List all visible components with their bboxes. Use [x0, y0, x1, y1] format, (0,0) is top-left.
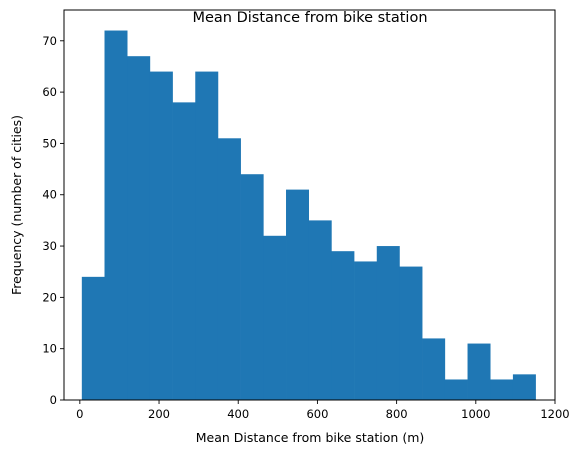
y-axis-ticks: 0 10 20 30 40 50 60 70 [42, 34, 64, 407]
y-tick-label: 40 [42, 188, 57, 202]
y-tick-label: 70 [42, 34, 57, 48]
histogram-bar [217, 138, 241, 400]
x-axis-ticks: 0 200 400 600 800 1000 1200 [76, 400, 570, 421]
histogram-bar [308, 220, 332, 400]
histogram-bar [399, 266, 423, 400]
x-tick-label: 0 [76, 407, 83, 421]
y-tick-label: 50 [42, 136, 57, 150]
histogram-bar [195, 71, 219, 400]
y-tick-label: 60 [42, 85, 57, 99]
chart-title: Mean Distance from bike station [192, 10, 427, 26]
y-tick-label: 0 [50, 393, 57, 407]
histogram-bar [422, 338, 446, 400]
y-axis-label: Frequency (number of cities) [9, 115, 24, 295]
histogram-bar [286, 189, 310, 400]
x-tick-label: 200 [148, 407, 170, 421]
y-tick-label: 10 [42, 342, 57, 356]
x-tick-label: 400 [227, 407, 249, 421]
histogram-bar [512, 374, 536, 400]
x-tick-label: 1000 [461, 407, 490, 421]
histogram-bar [81, 276, 105, 400]
histogram-bar [490, 379, 514, 400]
histogram-bar [354, 261, 378, 400]
histogram-bar [104, 30, 128, 401]
y-tick-label: 20 [42, 290, 57, 304]
histogram-bar [172, 102, 196, 401]
bars-group [81, 30, 536, 401]
y-tick-label: 30 [42, 239, 57, 253]
histogram-bar [444, 379, 468, 400]
histogram-bar [376, 246, 400, 400]
histogram-bar [240, 174, 264, 400]
histogram-bar [331, 251, 355, 400]
plot-frame [63, 9, 556, 401]
histogram-bar [467, 343, 491, 400]
x-tick-label: 600 [306, 407, 328, 421]
histogram-bar [149, 71, 173, 400]
histogram-bar [127, 56, 151, 401]
x-tick-label: 1200 [540, 407, 569, 421]
x-tick-label: 800 [386, 407, 408, 421]
x-axis-label: Mean Distance from bike station (m) [196, 430, 425, 445]
histogram-bar [263, 235, 287, 400]
